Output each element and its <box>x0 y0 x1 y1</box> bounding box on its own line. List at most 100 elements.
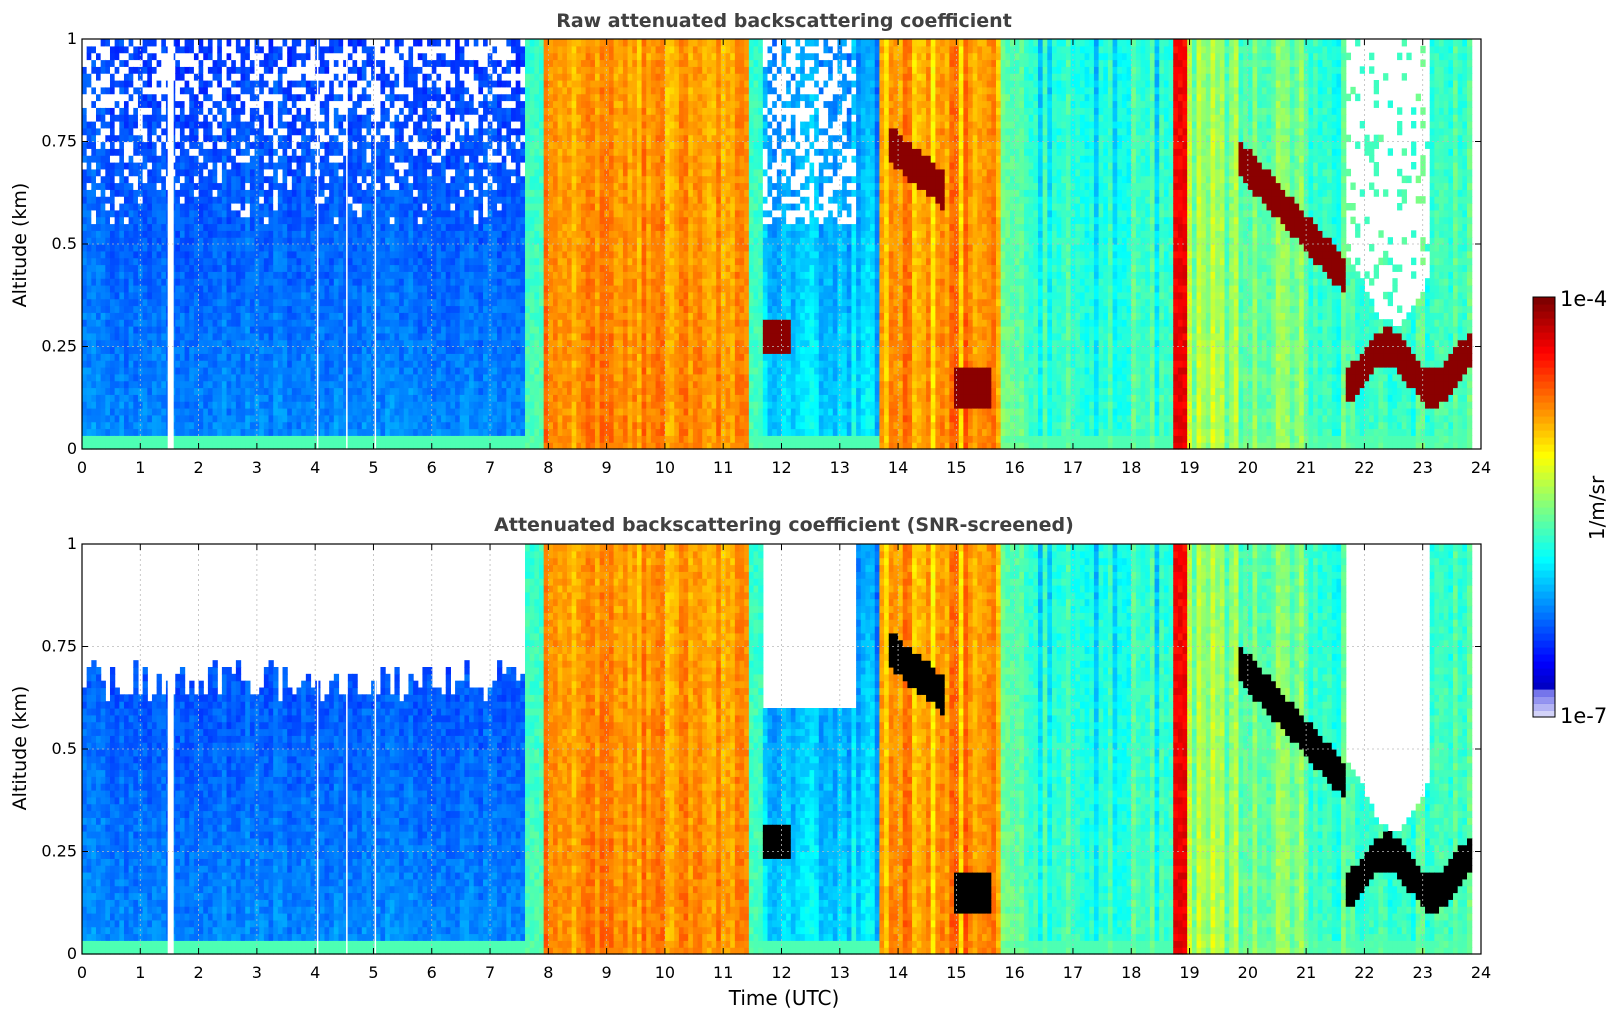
heatmap-cell <box>114 216 120 225</box>
heatmap-cell <box>343 189 349 197</box>
heatmap-cell <box>455 250 461 259</box>
heatmap-cell <box>151 421 158 430</box>
heatmap-cell <box>417 332 424 341</box>
heatmap-cell <box>123 203 130 211</box>
heatmap-cell <box>240 250 246 259</box>
heatmap-cell <box>137 73 144 81</box>
heatmap-cell <box>212 380 218 389</box>
heatmap-cell <box>263 326 270 334</box>
heatmap-cell <box>310 93 316 102</box>
heatmap-cell <box>417 168 424 177</box>
heatmap-cell <box>338 380 344 389</box>
heatmap-cell <box>123 148 130 156</box>
heatmap-cell <box>343 291 349 300</box>
heatmap-cell <box>343 127 349 136</box>
heatmap-cell <box>82 148 88 156</box>
heatmap-cell <box>151 66 158 74</box>
heatmap-cell <box>254 339 260 348</box>
heatmap-cell <box>193 80 200 88</box>
heatmap-cell <box>301 298 307 307</box>
heatmap-cell <box>114 435 120 443</box>
heatmap-cell <box>100 175 106 184</box>
heatmap-cell <box>212 237 218 245</box>
heatmap-cell <box>105 387 111 395</box>
heatmap-cell <box>119 298 125 307</box>
heatmap-cell <box>347 73 354 81</box>
heatmap-cell <box>329 414 335 423</box>
heatmap-cell <box>352 73 358 81</box>
heatmap-cell <box>184 408 190 416</box>
heatmap-cell <box>403 196 410 204</box>
heatmap-cell <box>343 209 349 218</box>
heatmap-cell <box>366 401 372 409</box>
heatmap-cell <box>394 428 400 436</box>
heatmap-cell <box>422 278 428 286</box>
heatmap-cell <box>375 408 382 416</box>
heatmap-cell <box>352 332 358 341</box>
heatmap-cell <box>352 155 358 163</box>
heatmap-cell <box>296 134 302 143</box>
heatmap-cell <box>249 326 256 334</box>
heatmap-cell <box>240 59 246 67</box>
heatmap-cell <box>450 66 456 74</box>
heatmap-cell <box>249 264 256 272</box>
heatmap-cell <box>231 387 237 395</box>
heatmap-cell <box>375 203 382 211</box>
heatmap-cell <box>455 291 461 300</box>
heatmap-cell <box>142 408 148 416</box>
heatmap-cell <box>86 175 92 184</box>
heatmap-cell <box>366 114 372 122</box>
heatmap-cell <box>147 367 153 375</box>
heatmap-cell <box>226 203 232 211</box>
heatmap-cell <box>329 80 335 88</box>
heatmap-cell <box>114 319 120 327</box>
heatmap-cell <box>147 114 153 122</box>
heatmap-cell <box>268 45 274 54</box>
heatmap-cell <box>175 121 181 129</box>
heatmap-cell <box>459 380 465 389</box>
heatmap-cell <box>441 39 447 47</box>
heatmap-cell <box>133 264 139 272</box>
heatmap-cell <box>436 203 442 211</box>
heatmap-cell <box>380 346 386 354</box>
heatmap-cell <box>441 394 447 402</box>
heatmap-cell <box>301 155 307 163</box>
heatmap-cell <box>357 148 363 156</box>
heatmap-cell <box>469 380 475 389</box>
heatmap-cell <box>408 367 414 375</box>
heatmap-cell <box>235 312 242 320</box>
heatmap-cell <box>193 196 200 204</box>
heatmap-cell <box>133 291 139 300</box>
heatmap-cell <box>151 442 158 450</box>
heatmap-cell <box>301 305 307 313</box>
heatmap-cell <box>175 93 181 102</box>
heatmap-cell <box>287 121 293 129</box>
heatmap-cell <box>441 80 447 88</box>
heatmap-cell <box>445 230 451 238</box>
heatmap-cell <box>119 141 125 149</box>
heatmap-cell <box>366 298 372 307</box>
heatmap-cell <box>385 216 391 225</box>
heatmap-cell <box>464 127 470 136</box>
heatmap-cell <box>119 285 125 293</box>
heatmap-cell <box>156 127 162 136</box>
heatmap-cell <box>86 86 92 95</box>
heatmap-cell <box>296 148 302 156</box>
heatmap-cell <box>263 271 270 279</box>
heatmap-cell <box>109 175 116 184</box>
heatmap-cell <box>464 168 470 177</box>
heatmap-cell <box>305 414 312 423</box>
heatmap-cell <box>156 408 162 416</box>
heatmap-cell <box>324 107 330 115</box>
heatmap-cell <box>133 339 139 348</box>
heatmap-cell <box>319 52 326 61</box>
heatmap-cell <box>221 196 228 204</box>
heatmap-cell <box>319 360 326 368</box>
heatmap-cell <box>212 435 218 443</box>
heatmap-cell <box>203 66 209 74</box>
heatmap-cell <box>385 100 391 108</box>
heatmap-cell <box>277 80 284 88</box>
heatmap-cell <box>277 39 284 47</box>
heatmap-cell <box>231 339 237 348</box>
heatmap-cell <box>221 80 228 88</box>
